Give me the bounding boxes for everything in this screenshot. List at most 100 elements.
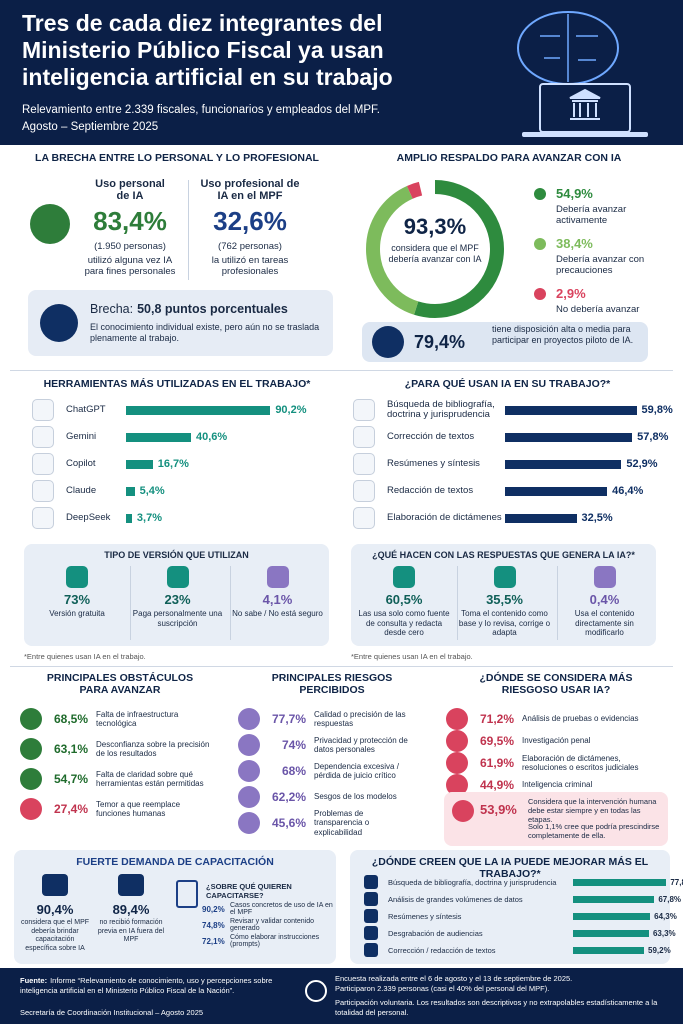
- source-label: Fuente:: [20, 976, 48, 985]
- footnote: *Entre quienes usan IA en el trabajo.: [24, 652, 146, 661]
- stat-value: 63,1%: [53, 742, 88, 756]
- section-title: ¿DÓNDE SE CONSIDERA MÁS RIESGOSO USAR IA…: [479, 672, 633, 696]
- bar-label: 64,3%: [654, 911, 677, 921]
- improve-icon: [364, 926, 378, 940]
- section-title: ¿DÓNDE CREEN QUE LA IA PUEDE MEJORAR MÁS…: [371, 856, 649, 880]
- card-value: 35,5%: [486, 592, 523, 607]
- stat-text: Calidad o precisión de las respuestas: [314, 709, 406, 729]
- bar: [126, 405, 271, 415]
- secretariat: Secretaría de Coordinación Institucional…: [20, 1008, 204, 1017]
- stat-row: 44,9% Inteligencia criminal: [446, 772, 662, 798]
- topics-title: ¿SOBRE QUÉ QUIEREN CAPACITARSE?: [206, 882, 292, 900]
- bar: [573, 912, 651, 920]
- bar-label: 16,7%: [157, 458, 189, 470]
- stat-text: Análisis de pruebas o evidencias: [522, 714, 639, 724]
- legend-value: 2,9%: [556, 286, 586, 301]
- card-value: 23%: [164, 592, 191, 607]
- bar-row: Gemini 40,6%: [32, 425, 227, 449]
- stat-row: 45,6% Problemas de transparencia o explic…: [238, 808, 414, 837]
- bar-label: 59,2%: [648, 945, 671, 955]
- improve-section: ¿DÓNDE CREEN QUE LA IA PUEDE MEJORAR MÁS…: [350, 850, 683, 964]
- bar-row: Búsqueda de bibliografía, doctrina y jur…: [364, 874, 683, 890]
- training-value: 89,4%: [112, 902, 150, 917]
- topic-row: 72,1% Cómo elaborar instrucciones (prompt…: [202, 934, 336, 948]
- topic-text: Casos concretos de uso de IA en el MPF: [230, 902, 333, 916]
- stat-row: 54,7% Falta de claridad sobre qué herrami…: [20, 766, 214, 792]
- footer: Fuente: Informe “Relevamiento de conocimi…: [0, 968, 683, 1024]
- card-text: Toma el contenido como base y lo revisa,…: [458, 609, 551, 637]
- bar: [126, 432, 191, 442]
- donut-value: 93,3%: [403, 214, 467, 239]
- stat-value: 74%: [281, 738, 306, 752]
- tool-icon: [353, 426, 375, 448]
- section-title: ¿PARA QUÉ USAN IA EN SU TRABAJO?*: [404, 378, 611, 390]
- improve-icon: [364, 892, 378, 906]
- stat-text: Problemas de transparencia o explicabili…: [314, 808, 370, 837]
- legend-dot: [534, 188, 546, 200]
- bar-row: Búsqueda de bibliografía, doctrina y jur…: [353, 398, 673, 422]
- subtitle: Relevamiento entre 2.339 fiscales, funci…: [22, 104, 380, 116]
- topic-value: 74,8%: [202, 920, 225, 930]
- disclaimer: Participación voluntaria. Los resultados…: [335, 998, 658, 1017]
- bar-name: Elaboración de dictámenes: [387, 512, 502, 523]
- bar-row: ChatGPT 90,2%: [32, 398, 307, 422]
- pilot-box: 79,4% tiene disposición alta o media para…: [362, 322, 648, 362]
- card-value: 0,4%: [589, 592, 620, 607]
- card-text: Versión gratuita: [49, 609, 105, 618]
- bar-label: 63,3%: [652, 928, 676, 938]
- bar-row: Elaboración de dictámenes 32,5%: [353, 506, 613, 530]
- training-icon: [42, 874, 68, 896]
- tool-icon: [353, 453, 375, 475]
- stat-label: Uso personal de IA: [95, 178, 165, 202]
- stat-text: Desconfianza sobre la precisión de los r…: [96, 739, 210, 759]
- human-text: Considera que la intervención humana deb…: [528, 797, 657, 824]
- topic-text: Cómo elaborar instrucciones (prompts): [230, 934, 320, 948]
- bar: [126, 486, 135, 496]
- stat-value: 27,4%: [53, 802, 88, 816]
- tool-icon: [32, 507, 54, 529]
- topic-row: 74,8% Revisar y validar contenido generad…: [202, 918, 336, 932]
- stat-text: Falta de claridad sobre qué herramientas…: [96, 769, 204, 789]
- people-icon: [372, 326, 404, 358]
- card-title: ¿QUÉ HACEN CON LAS RESPUESTAS QUE GENERA…: [372, 550, 635, 560]
- stat-icon: [238, 786, 260, 808]
- tool-icon: [353, 480, 375, 502]
- bar-label: 46,4%: [612, 485, 644, 497]
- stat-value: 44,9%: [479, 778, 514, 792]
- improve-icon: [364, 943, 378, 957]
- stat-value: 69,5%: [479, 734, 514, 748]
- stat-value: 61,9%: [479, 756, 514, 770]
- bar-name: Desgrabación de audiencias: [388, 928, 483, 938]
- bar-name: Claude: [66, 485, 97, 496]
- stat-value: 71,2%: [479, 712, 514, 726]
- bar: [505, 486, 608, 496]
- card: 4,1% No sabe / No está seguro: [230, 566, 324, 640]
- improve-icon: [364, 909, 378, 923]
- uses-section: ¿PARA QUÉ USAN IA EN SU TRABAJO?* Búsqued…: [345, 378, 673, 663]
- footnote: *Entre quienes usan IA en el trabajo.: [351, 652, 473, 661]
- support-section: AMPLIO RESPALDO PARA AVANZAR CON IA 93,3%…: [348, 152, 670, 364]
- stat-text: Elaboración de dictámenes, resoluciones …: [522, 753, 639, 773]
- stat-row: 63,1% Desconfianza sobre la precisión de …: [20, 736, 214, 762]
- stat-value: 62,2%: [271, 790, 306, 804]
- section-title: AMPLIO RESPALDO PARA AVANZAR CON IA: [396, 152, 622, 164]
- bar-name: Resúmenes y síntesis: [387, 458, 480, 469]
- card: 0,4% Usa el contenido directamente sin mo…: [557, 566, 651, 640]
- survey: Encuesta realizada entre el 6 de agosto …: [335, 974, 573, 983]
- card-icon: [166, 566, 189, 588]
- card-title: TIPO DE VERSIÓN QUE UTILIZAN: [104, 550, 249, 560]
- stat-value: 77,7%: [271, 712, 306, 726]
- risk-areas-section: ¿DÓNDE SE CONSIDERA MÁS RIESGOSO USAR IA…: [440, 672, 672, 847]
- training-icon: [118, 874, 144, 896]
- legend-text: Debería avanzar activamente: [556, 204, 627, 226]
- stat-icon: [446, 708, 468, 730]
- card-icon: [66, 566, 88, 588]
- bar-name: Corrección de textos: [387, 431, 475, 442]
- stat-text: Privacidad y protección de datos persona…: [314, 735, 408, 755]
- stat-icon: [20, 738, 42, 760]
- bar: [126, 459, 153, 469]
- training-stat: 89,4% no recibió formación previa en IA f…: [96, 874, 166, 945]
- stat-icon: [446, 752, 468, 774]
- legend-value: 38,4%: [556, 236, 593, 251]
